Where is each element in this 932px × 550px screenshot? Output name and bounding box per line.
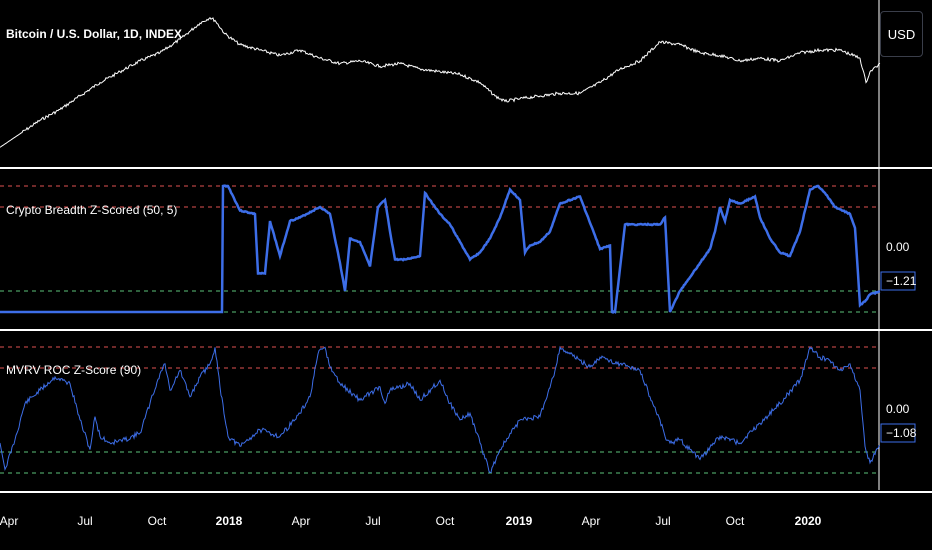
breadth-last-value: −1.21 <box>886 274 917 288</box>
time-axis-label: Jul <box>365 514 380 528</box>
mvrv-last-value-tag <box>880 423 916 443</box>
breadth-indicator-title[interactable]: Crypto Breadth Z-Scored (50, 5) <box>6 203 177 217</box>
time-axis-label: Oct <box>726 514 745 528</box>
time-axis-label: Apr <box>0 514 18 528</box>
mvrv-last-value: −1.08 <box>886 426 917 440</box>
time-axis-label: 2019 <box>506 514 533 528</box>
price-line <box>0 16 881 148</box>
time-axis-label: Oct <box>148 514 167 528</box>
breadth-zero-label: 0.00 <box>886 240 910 254</box>
mvrv-zero-label: 0.00 <box>886 402 910 416</box>
price-pane[interactable]: Bitcoin / U.S. Dollar, 1D, INDEX <box>0 16 881 148</box>
time-axis[interactable]: Apr Jul Oct 2018 Apr Jul Oct 2019 Apr Jul Oct 2020 <box>0 514 822 528</box>
time-axis-label: Oct <box>436 514 455 528</box>
time-axis-label: Jul <box>77 514 92 528</box>
symbol-title[interactable]: Bitcoin / U.S. Dollar, 1D, INDEX <box>6 27 182 41</box>
mvrv-indicator-title[interactable]: MVRV ROC Z-Score (90) <box>6 363 141 377</box>
time-axis-label: 2018 <box>216 514 243 528</box>
time-axis-label: 2020 <box>795 514 822 528</box>
breadth-last-value-tag <box>880 271 916 291</box>
time-axis-label: Apr <box>292 514 311 528</box>
currency-button[interactable]: USD <box>880 11 923 57</box>
time-axis-label: Apr <box>582 514 601 528</box>
breadth-line <box>0 184 881 314</box>
mvrv-line <box>0 345 881 474</box>
breadth-pane[interactable]: Crypto Breadth Z-Scored (50, 5) 0.00 −1.… <box>0 184 917 314</box>
mvrv-pane[interactable]: MVRV ROC Z-Score (90) 0.00 −1.08 <box>0 345 917 474</box>
time-axis-label: Jul <box>655 514 670 528</box>
